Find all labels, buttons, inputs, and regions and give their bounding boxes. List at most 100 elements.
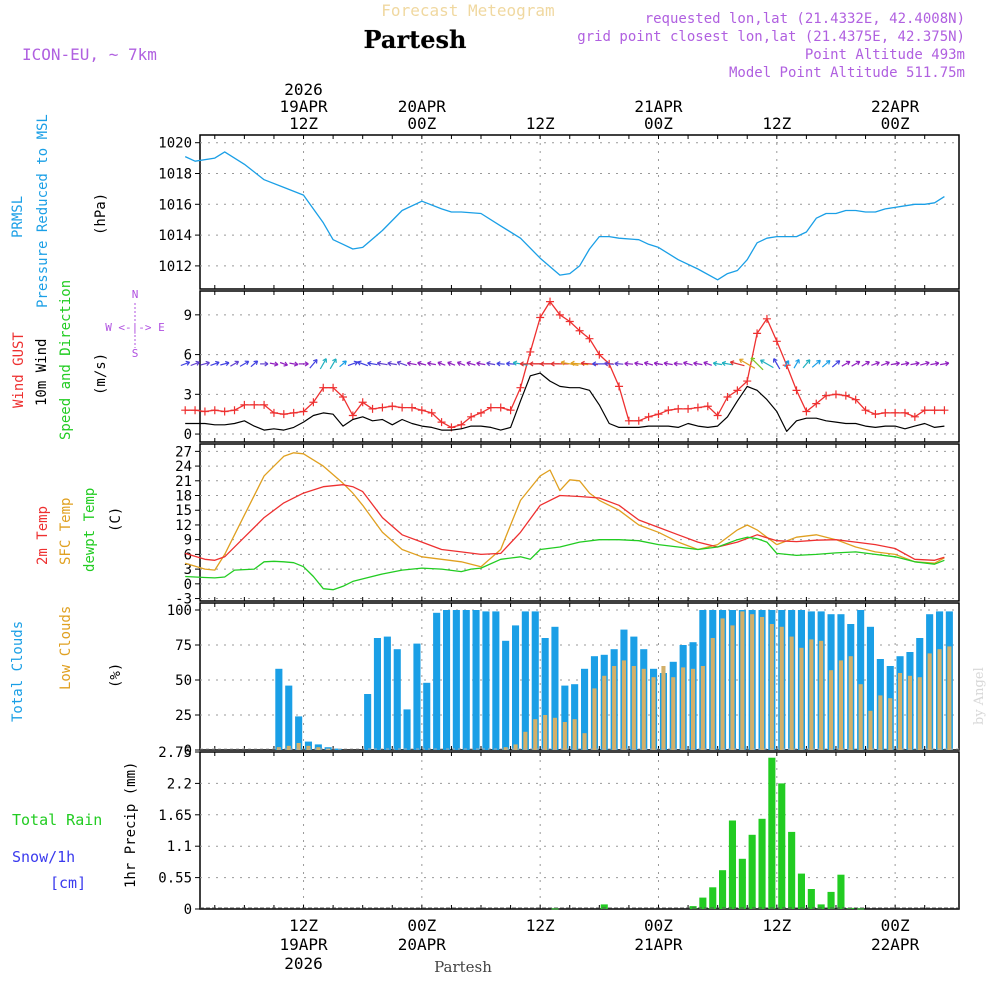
- wind-direction-arrow: [910, 362, 920, 366]
- wind-gust-marker: [615, 382, 624, 391]
- wind-gust-marker: [684, 404, 693, 413]
- wind-direction-arrowhead: [476, 361, 481, 367]
- wind-direction-arrowhead: [466, 360, 471, 367]
- temperature-ytick-label: 24: [175, 459, 192, 475]
- low-cloud-bar: [809, 639, 814, 750]
- low-cloud-bar: [750, 614, 755, 750]
- wind-direction-arrow: [357, 361, 369, 367]
- wind-direction-arrowhead: [322, 358, 327, 363]
- top-time-label: 00Z: [407, 114, 436, 133]
- bottom-time-label: 21APR: [634, 935, 683, 954]
- total-cloud-bar: [413, 643, 421, 750]
- wind-direction-arrowhead: [693, 361, 698, 367]
- model-name: ICON-EU, ~ 7km: [22, 45, 157, 64]
- low-cloud-bar: [691, 668, 696, 750]
- wind-gust-marker: [230, 406, 239, 415]
- wind-gust-marker: [358, 398, 367, 407]
- precipitation-ytick-label: 2.2: [167, 776, 192, 792]
- low-cloud-bar: [681, 667, 686, 750]
- wind-direction-arrowhead: [865, 360, 870, 366]
- wind-gust-marker: [299, 407, 308, 416]
- wind-gust-marker: [743, 377, 752, 386]
- low-cloud-bar: [917, 677, 922, 750]
- precipitation-ytick-label: 1.1: [167, 839, 192, 855]
- top-time-label: 12Z: [289, 114, 318, 133]
- wind-gust-marker: [506, 406, 515, 415]
- clouds-low-label: Low Clouds: [58, 606, 74, 690]
- wind-gust-marker: [477, 408, 486, 417]
- total-cloud-bar: [482, 611, 490, 750]
- wind-direction-arrowhead: [816, 359, 821, 365]
- wind-gust-marker: [772, 337, 781, 346]
- pressure-unit: (hPa): [93, 193, 109, 235]
- wind-direction-arrowhead: [456, 361, 462, 366]
- wind-gust-marker: [338, 392, 347, 401]
- wind-gust-marker: [723, 392, 732, 401]
- wind-direction-arrow: [604, 362, 614, 365]
- wind-gust-marker: [930, 406, 939, 415]
- wind-direction-arrow: [496, 362, 505, 365]
- low-cloud-bar: [947, 646, 952, 750]
- wind-gust-marker: [348, 411, 357, 420]
- wind-direction-arrow: [239, 360, 249, 367]
- wind-direction-arrowhead: [773, 358, 778, 363]
- wind-direction-arrowhead: [624, 361, 629, 367]
- low-cloud-bar: [710, 638, 715, 750]
- wind-10m-label: 10m Wind: [34, 339, 50, 406]
- wind-direction-arrowhead: [712, 361, 718, 367]
- wind-direction-arrowhead: [283, 361, 288, 367]
- wind-direction-arrowhead: [729, 360, 735, 366]
- wind-direction-arrowhead: [738, 358, 744, 364]
- low-cloud-bar: [621, 660, 626, 750]
- low-cloud-bar: [316, 747, 321, 750]
- precipitation-ytick-label: 2.75: [158, 745, 192, 761]
- wind-gust-marker: [900, 408, 909, 417]
- wind-direction-arrowhead: [437, 361, 442, 367]
- total-cloud-bar: [443, 610, 451, 750]
- wind-10m-line: [185, 372, 945, 432]
- wind-gust-marker: [457, 420, 466, 429]
- wind-direction-arrowhead: [845, 360, 851, 366]
- wind-direction-arrow: [190, 361, 200, 367]
- wind-direction-arrow: [476, 362, 486, 366]
- wind-direction-arrowhead: [759, 359, 765, 364]
- rain-bar: [778, 783, 786, 909]
- low-cloud-bar: [641, 668, 646, 750]
- wind-gust-marker: [309, 398, 318, 407]
- wind-direction-arrowhead: [855, 360, 861, 366]
- wind-ytick-label: 9: [184, 308, 192, 324]
- wind-direction-arrowhead: [835, 360, 841, 365]
- pressure-line: [184, 151, 945, 281]
- low-cloud-bar: [503, 747, 508, 750]
- low-cloud-bar: [533, 719, 538, 750]
- low-cloud-bar: [868, 710, 873, 750]
- wind-direction-arrow: [773, 358, 781, 370]
- wind-direction-arrowhead: [205, 360, 210, 367]
- low-cloud-bar: [661, 666, 666, 750]
- pressure-ytick-label: 1014: [158, 228, 192, 244]
- wind-direction-arrow: [793, 359, 800, 369]
- wind-direction-arrow: [760, 359, 774, 369]
- wind-gust-marker: [831, 390, 840, 399]
- wind-direction-arrow: [703, 361, 713, 366]
- wind-direction-arrow: [713, 362, 723, 366]
- wind-direction-arrow: [570, 362, 589, 366]
- wind-gust-marker: [289, 408, 298, 417]
- wind-direction-arrowhead: [805, 359, 811, 364]
- top-time-label: 21APR: [634, 97, 683, 116]
- wind-direction-arrow: [784, 360, 790, 368]
- wind-direction-arrow: [880, 361, 890, 366]
- temp-dewpt-line: [185, 536, 945, 591]
- low-cloud-bar: [789, 636, 794, 750]
- plot-layer: 101210141016101810200369-303691215182124…: [158, 80, 960, 973]
- low-cloud-bar: [296, 743, 301, 750]
- wind-direction-arrowhead: [244, 360, 250, 366]
- wind-direction-arrow: [841, 360, 851, 367]
- wind-direction-arrowhead: [721, 360, 727, 367]
- wind-direction-arrowhead: [580, 360, 585, 366]
- low-cloud-bar: [592, 688, 597, 750]
- wind-gust-marker: [240, 400, 249, 409]
- rain-bar: [709, 887, 717, 909]
- wind-direction-arrowhead: [550, 361, 555, 367]
